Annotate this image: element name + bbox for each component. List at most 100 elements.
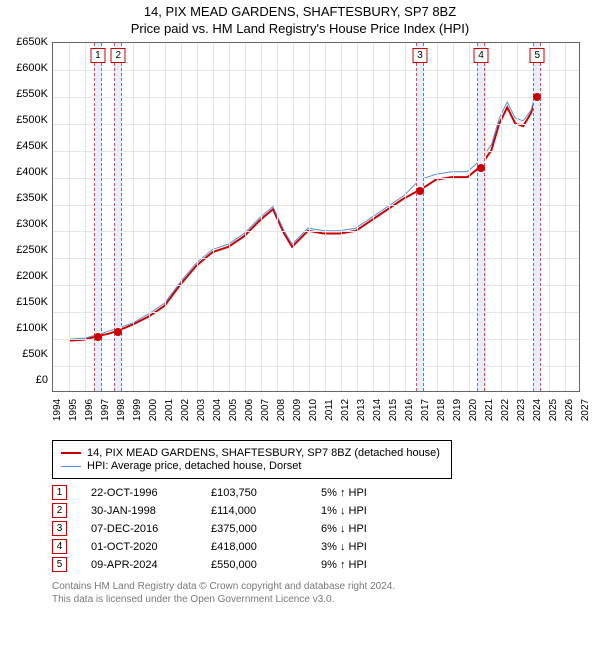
y-tick-label: £550K [16, 88, 52, 100]
table-row: 4 01-OCT-2020£418,0003% ↓ HPI [52, 539, 590, 554]
y-tick-label: £500K [16, 114, 52, 126]
row-price: £418,000 [211, 541, 321, 553]
y-axis: £650K £600K £550K £500K £450K £400K £350K £300K… [10, 36, 52, 386]
x-tick-label: 1996 [84, 399, 95, 421]
x-tick-label: 2021 [484, 399, 495, 421]
x-tick-label: 2013 [356, 399, 367, 421]
y-tick-label: £600K [16, 62, 52, 74]
x-tick-label: 2023 [516, 399, 527, 421]
x-tick-label: 2022 [500, 399, 511, 421]
row-date: 30-JAN-1998 [91, 505, 211, 517]
x-tick-label: 2026 [564, 399, 575, 421]
x-tick-label: 2006 [244, 399, 255, 421]
sale-band [416, 43, 424, 391]
legend-row: 14, PIX MEAD GARDENS, SHAFTESBURY, SP7 8… [61, 447, 443, 459]
marker-label: 1 [90, 48, 105, 63]
series-price_paid [69, 97, 536, 341]
x-tick-label: 2009 [292, 399, 303, 421]
row-pct: 3% ↓ HPI [321, 541, 441, 553]
legend-swatch [61, 452, 81, 454]
row-date: 07-DEC-2016 [91, 523, 211, 535]
x-tick-label: 2007 [260, 399, 271, 421]
row-price: £375,000 [211, 523, 321, 535]
y-tick-label: £200K [16, 270, 52, 282]
legend-row: HPI: Average price, detached house, Dors… [61, 460, 443, 472]
x-tick-label: 2012 [340, 399, 351, 421]
row-marker: 5 [52, 557, 67, 572]
row-date: 09-APR-2024 [91, 559, 211, 571]
x-tick-label: 2002 [180, 399, 191, 421]
row-price: £550,000 [211, 559, 321, 571]
y-tick-label: £450K [16, 140, 52, 152]
x-tick-label: 2003 [196, 399, 207, 421]
x-tick-label: 2011 [324, 399, 335, 421]
row-marker: 4 [52, 539, 67, 554]
y-tick-label: £150K [16, 296, 52, 308]
chart-titles: 14, PIX MEAD GARDENS, SHAFTESBURY, SP7 8… [10, 4, 590, 36]
row-price: £114,000 [211, 505, 321, 517]
row-date: 22-OCT-1996 [91, 487, 211, 499]
x-tick-label: 2008 [276, 399, 287, 421]
x-tick-label: 2010 [308, 399, 319, 421]
row-pct: 9% ↑ HPI [321, 559, 441, 571]
x-tick-label: 2019 [452, 399, 463, 421]
table-row: 2 30-JAN-1998£114,0001% ↓ HPI [52, 503, 590, 518]
marker-label: 4 [474, 48, 489, 63]
row-marker: 3 [52, 521, 67, 536]
title-address: 14, PIX MEAD GARDENS, SHAFTESBURY, SP7 8… [10, 4, 590, 19]
x-axis: 1994 1995 1996 1997 1998 1999 2000 2001 2002 2003… [52, 392, 580, 432]
y-tick-label: £400K [16, 166, 52, 178]
legend-swatch [61, 466, 81, 467]
x-tick-label: 2027 [580, 399, 591, 421]
x-tick-label: 2004 [212, 399, 223, 421]
x-tick-label: 1997 [100, 399, 111, 421]
x-tick-label: 2014 [372, 399, 383, 421]
x-tick-label: 2017 [420, 399, 431, 421]
table-row: 3 07-DEC-2016£375,0006% ↓ HPI [52, 521, 590, 536]
x-tick-label: 2024 [532, 399, 543, 421]
table-row: 5 09-APR-2024£550,0009% ↑ HPI [52, 557, 590, 572]
series-hpi [69, 94, 536, 339]
marker-label: 3 [413, 48, 428, 63]
marker-label: 5 [530, 48, 545, 63]
legend-box: 14, PIX MEAD GARDENS, SHAFTESBURY, SP7 8… [52, 440, 452, 479]
x-tick-label: 2015 [388, 399, 399, 421]
table-row: 122-OCT-1996£103,7505% ↑ HPI [52, 485, 590, 500]
sale-band [114, 43, 122, 391]
x-tick-label: 1994 [52, 399, 63, 421]
plot-area: 12 3 4 5 [52, 42, 580, 392]
y-tick-label: £100K [16, 322, 52, 334]
marker-label: 2 [111, 48, 126, 63]
y-tick-label: £300K [16, 218, 52, 230]
y-tick-label: £0 [36, 374, 52, 386]
marker-dot [416, 187, 424, 195]
row-date: 01-OCT-2020 [91, 541, 211, 553]
x-tick-label: 1998 [116, 399, 127, 421]
row-pct: 1% ↓ HPI [321, 505, 441, 517]
y-tick-label: £650K [16, 36, 52, 48]
x-tick-label: 1995 [68, 399, 79, 421]
row-price: £103,750 [211, 487, 321, 499]
row-pct: 6% ↓ HPI [321, 523, 441, 535]
x-tick-label: 2000 [148, 399, 159, 421]
y-tick-label: £50K [22, 348, 52, 360]
x-tick-label: 1999 [132, 399, 143, 421]
legend-label: 14, PIX MEAD GARDENS, SHAFTESBURY, SP7 8… [87, 447, 440, 459]
marker-dot [94, 333, 102, 341]
x-tick-label: 2001 [164, 399, 175, 421]
marker-dot [477, 164, 485, 172]
footer-line2: This data is licensed under the Open Gov… [52, 593, 590, 606]
marker-dot [533, 93, 541, 101]
row-marker: 2 [52, 503, 67, 518]
sales-table: 122-OCT-1996£103,7505% ↑ HPI 2 30-JAN-1998… [52, 485, 590, 572]
footer-line1: Contains HM Land Registry data © Crown c… [52, 580, 590, 593]
marker-dot [114, 328, 122, 336]
x-tick-label: 2018 [436, 399, 447, 421]
sale-band [477, 43, 485, 391]
y-tick-label: £250K [16, 244, 52, 256]
x-tick-label: 2020 [468, 399, 479, 421]
x-tick-label: 2016 [404, 399, 415, 421]
legend-label: HPI: Average price, detached house, Dors… [87, 460, 301, 472]
y-tick-label: £350K [16, 192, 52, 204]
chart-area: £650K£600K£550K£500K£450K£400K£350K£300K… [10, 42, 590, 392]
